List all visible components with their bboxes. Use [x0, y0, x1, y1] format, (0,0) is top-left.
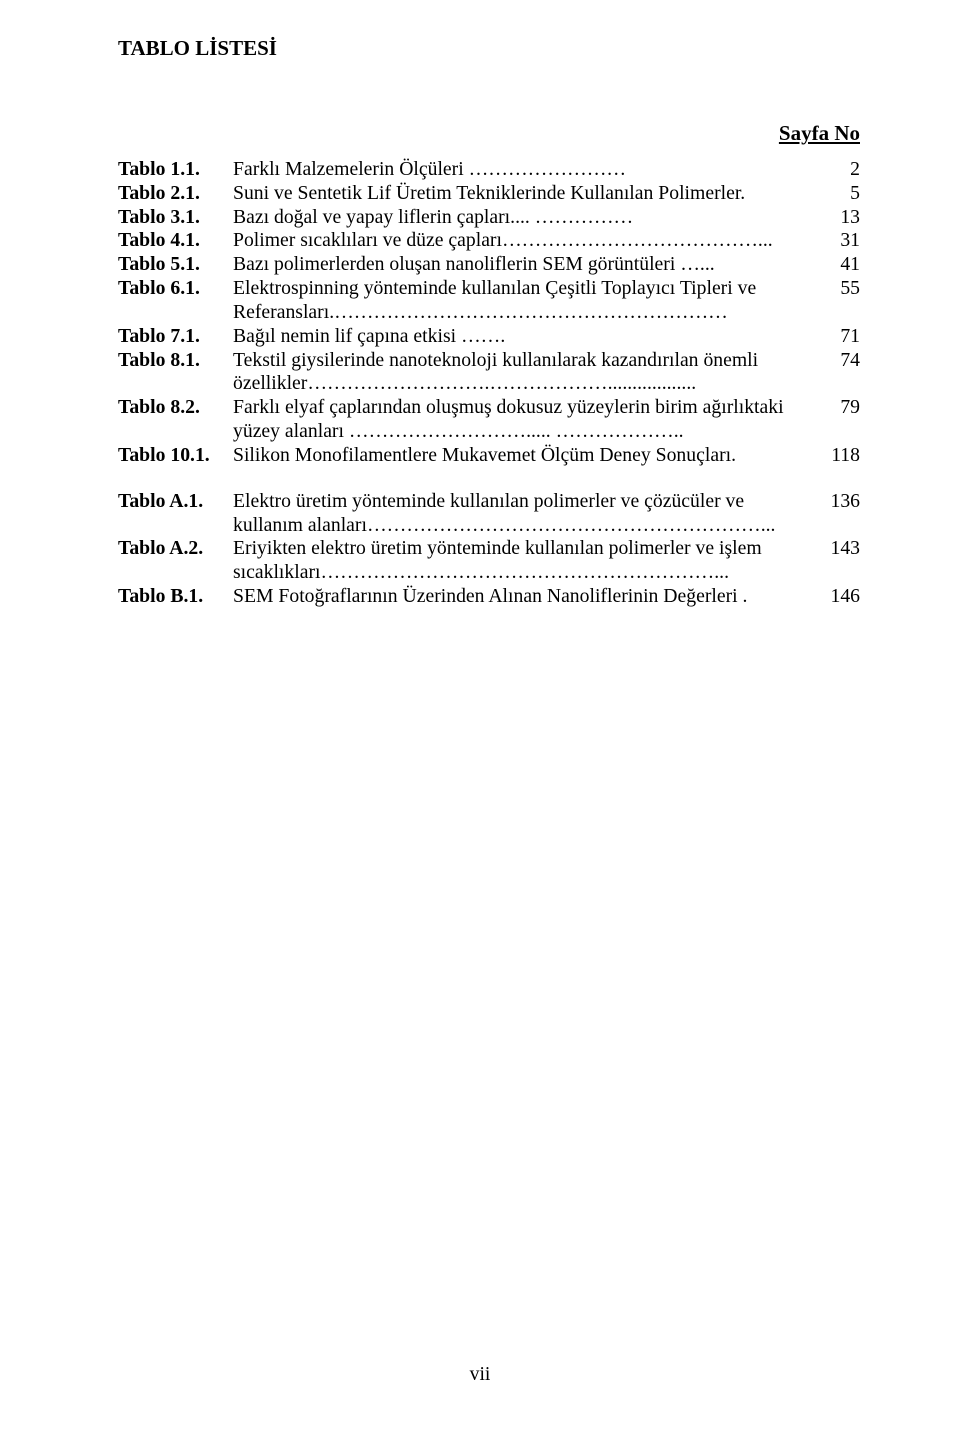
toc-entry: Tablo 3.1.Bazı doğal ve yapay liflerin ç…: [118, 206, 860, 230]
toc-entry-page: 118: [812, 444, 860, 468]
toc-entry-label: Tablo 2.1.: [118, 182, 233, 206]
column-header-page-no: Sayfa No: [118, 121, 860, 146]
toc-entry-page: 41: [812, 253, 860, 277]
toc-entry: Tablo 1.1.Farklı Malzemelerin Ölçüleri ……: [118, 158, 860, 182]
toc-entry-text: Bazı polimerlerden oluşan nanoliflerin S…: [233, 253, 812, 277]
toc-entry-page: 136: [812, 490, 860, 514]
toc-entry-text: Farklı Malzemelerin Ölçüleri ……………………: [233, 158, 812, 182]
toc-entry-text: Polimer sıcaklıları ve düze çapları………………: [233, 229, 812, 253]
toc-entry-text: Elektrospinning yönteminde kullanılan Çe…: [233, 277, 812, 325]
toc-entry-page: 143: [812, 537, 860, 561]
toc-entry-page: 31: [812, 229, 860, 253]
toc-entry: Tablo B.1.SEM Fotoğraflarının Üzerinden …: [118, 585, 860, 609]
toc-entry: Tablo A.2.Eriyikten elektro üretim yönte…: [118, 537, 860, 585]
toc-entry: Tablo 2.1.Suni ve Sentetik Lif Üretim Te…: [118, 182, 860, 206]
group-gap: [118, 468, 860, 490]
toc-entry-page: 5: [812, 182, 860, 206]
toc-entry-label: Tablo 1.1.: [118, 158, 233, 182]
toc-entry: Tablo 5.1.Bazı polimerlerden oluşan nano…: [118, 253, 860, 277]
toc-entry: Tablo 6.1.Elektrospinning yönteminde kul…: [118, 277, 860, 325]
toc-entry: Tablo 4.1.Polimer sıcaklıları ve düze ça…: [118, 229, 860, 253]
toc-entry-label: Tablo 3.1.: [118, 206, 233, 230]
toc-entry-text: Tekstil giysilerinde nanoteknoloji kulla…: [233, 349, 812, 397]
toc-entry-label: Tablo A.1.: [118, 490, 233, 514]
toc-entry-text: Suni ve Sentetik Lif Üretim Tekniklerind…: [233, 182, 812, 206]
toc-entry-label: Tablo 7.1.: [118, 325, 233, 349]
toc-entry-text: Bazı doğal ve yapay liflerin çapları....…: [233, 206, 812, 230]
toc-entry-text: Eriyikten elektro üretim yönteminde kull…: [233, 537, 812, 585]
toc-entry-text: Bağıl nemin lif çapına etkisi …….: [233, 325, 812, 349]
toc-entry-label: Tablo 8.2.: [118, 396, 233, 420]
toc-entry-page: 13: [812, 206, 860, 230]
page-root: TABLO LİSTESİ Sayfa No Tablo 1.1.Farklı …: [0, 0, 960, 1448]
footer-page-number: vii: [0, 1363, 960, 1386]
toc-entry-page: 79: [812, 396, 860, 420]
toc-entry: Tablo 8.1.Tekstil giysilerinde nanotekno…: [118, 349, 860, 397]
toc-entry-page: 2: [812, 158, 860, 182]
toc-entry-text: SEM Fotoğraflarının Üzerinden Alınan Nan…: [233, 585, 812, 609]
toc-entry: Tablo 7.1.Bağıl nemin lif çapına etkisi …: [118, 325, 860, 349]
toc-entry-page: 146: [812, 585, 860, 609]
toc-entry-text: Farklı elyaf çaplarından oluşmuş dokusuz…: [233, 396, 812, 444]
toc-entry-label: Tablo 6.1.: [118, 277, 233, 301]
table-of-contents: Tablo 1.1.Farklı Malzemelerin Ölçüleri ……: [118, 158, 860, 609]
toc-entry-page: 71: [812, 325, 860, 349]
toc-entry-label: Tablo 8.1.: [118, 349, 233, 373]
toc-entry-label: Tablo A.2.: [118, 537, 233, 561]
toc-entry: Tablo 10.1.Silikon Monofilamentlere Muka…: [118, 444, 860, 468]
toc-entry: Tablo A.1.Elektro üretim yönteminde kull…: [118, 490, 860, 538]
toc-entry-page: 55: [812, 277, 860, 301]
toc-entry-page: 74: [812, 349, 860, 373]
page-title: TABLO LİSTESİ: [118, 36, 860, 61]
toc-entry-label: Tablo B.1.: [118, 585, 233, 609]
toc-entry: Tablo 8.2.Farklı elyaf çaplarından oluşm…: [118, 396, 860, 444]
toc-entry-text: Elektro üretim yönteminde kullanılan pol…: [233, 490, 812, 538]
toc-entry-label: Tablo 5.1.: [118, 253, 233, 277]
toc-entry-label: Tablo 4.1.: [118, 229, 233, 253]
toc-entry-text: Silikon Monofilamentlere Mukavemet Ölçüm…: [233, 444, 812, 468]
toc-entry-label: Tablo 10.1.: [118, 444, 233, 468]
